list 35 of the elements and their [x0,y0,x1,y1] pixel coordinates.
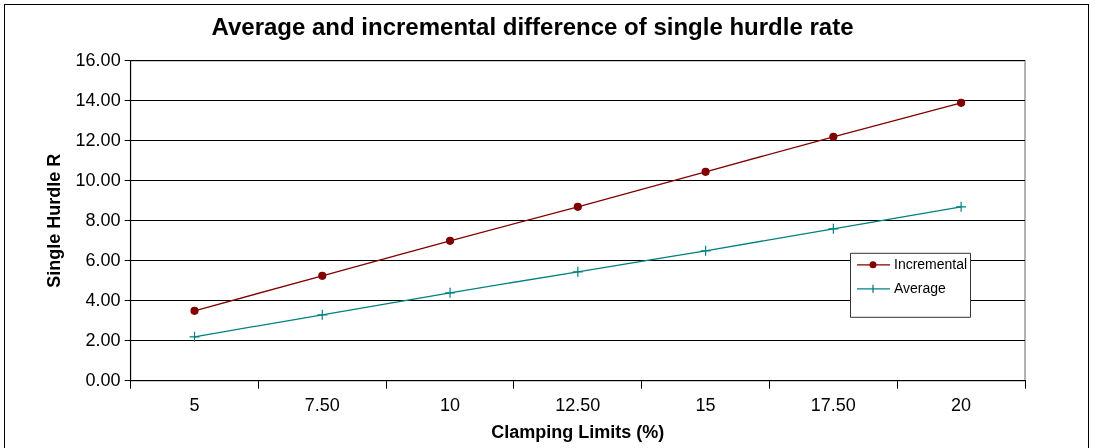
point [318,271,327,280]
y-tick-label: 10.00 [75,169,121,190]
y-tick-label: 14.00 [75,89,121,110]
y-tick-label: 12.00 [75,129,121,150]
point [190,306,199,315]
x-tick-label: 5 [189,394,200,415]
point [188,331,201,343]
point [699,245,712,257]
y-tick-label: 2.00 [85,329,121,350]
point [573,202,582,211]
y-tick-label: 16.00 [75,49,121,70]
point [829,132,838,141]
x-tick-label: 10 [440,394,461,415]
x-tick-label: 17.50 [810,394,856,415]
x-tick-label: 20 [951,394,972,415]
point [701,167,710,176]
y-tick-label: 8.00 [85,209,121,230]
x-tick-label: 7.50 [304,394,340,415]
chart-title: Average and incremental difference of single hurdle rate [211,13,854,41]
y-tick-label: 0.00 [85,369,121,390]
legend-label: Incremental [894,255,968,272]
y-tick-label: 4.00 [85,289,121,310]
x-tick-label: 15 [695,394,716,415]
point [827,223,839,235]
point [955,201,967,213]
legend-label: Average [894,279,947,296]
point [957,98,966,107]
point [316,309,328,321]
point [572,266,584,278]
x-axis-title: Clamping Limits (%) [491,422,665,443]
y-tick-label: 6.00 [85,249,121,270]
point [444,287,456,299]
point [445,236,455,245]
x-tick-label: 12.50 [555,394,601,415]
y-axis-title: Single Hurdle R [43,153,64,288]
